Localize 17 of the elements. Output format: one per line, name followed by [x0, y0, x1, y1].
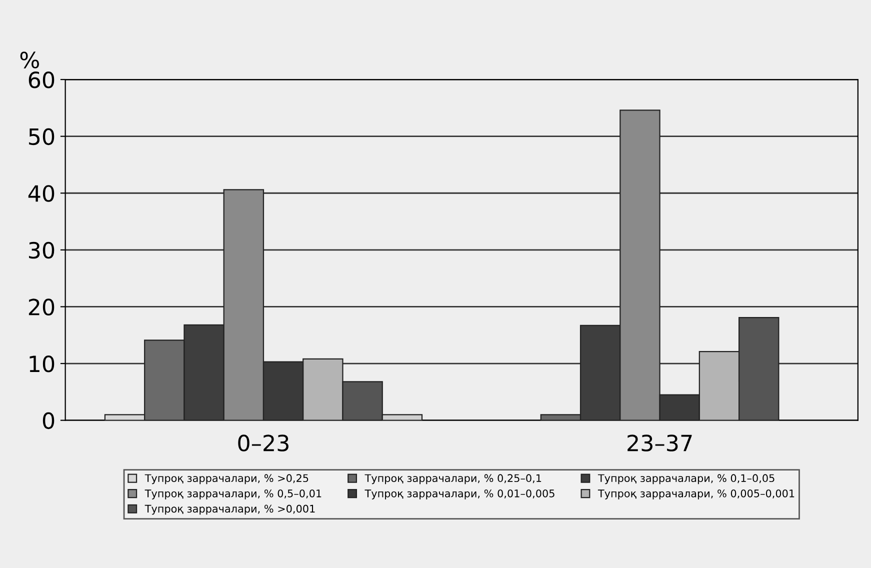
- y-tick-label: 60: [28, 71, 54, 88]
- y-tick-label: 50: [29, 128, 54, 146]
- y-tick-label: 10: [30, 355, 54, 372]
- legend-label: Тупроқ заррачалари, % >0,001: [144, 504, 315, 515]
- legend-label: Тупроқ заррачалари, % 0,25–0,1: [364, 474, 542, 484]
- legend-label: Тупроқ заррачалари, % >0,25: [144, 474, 308, 484]
- y-axis-title: %: [20, 52, 39, 68]
- legend-label: Тупроқ заррачалари, % 0,5–0,01: [144, 489, 322, 500]
- y-tick-label: 40: [28, 185, 54, 202]
- x-tick-label: 0–23: [238, 434, 288, 452]
- y-tick-label: 30: [29, 242, 54, 259]
- y-tick-label: 20: [28, 298, 54, 316]
- legend-label: Тупроқ заррачалари, % 0,1–0,05: [598, 474, 774, 484]
- x-tick-label: 23–37: [628, 434, 692, 452]
- y-tick-label: 0: [42, 412, 54, 430]
- legend-label: Тупроқ заррачалари, % 0,01–0,005: [364, 489, 554, 500]
- legend-label: Тупроқ заррачалари, % 0,005–0,001: [598, 489, 794, 500]
